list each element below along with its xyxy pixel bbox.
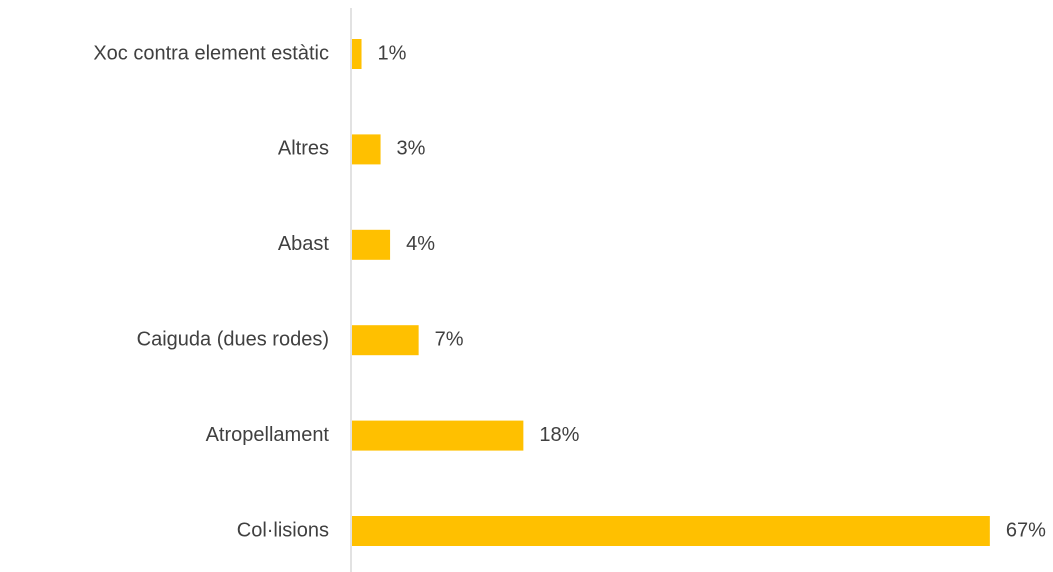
data-label: 1% [378, 42, 407, 64]
data-label: 18% [539, 424, 579, 446]
bar [352, 420, 524, 451]
bar [352, 516, 990, 546]
data-label: 4% [406, 233, 435, 255]
category-label: Abast [278, 233, 330, 255]
bar [352, 229, 391, 260]
bar [352, 134, 381, 165]
category-label: Caiguda (dues rodes) [137, 328, 329, 350]
data-label: 7% [435, 328, 464, 350]
data-label: 3% [397, 138, 426, 160]
category-label: Xoc contra element estàtic [93, 42, 329, 64]
data-label: 67% [1006, 519, 1046, 541]
category-label: Atropellament [206, 424, 330, 446]
category-label: Col·lisions [237, 519, 329, 541]
bar [352, 325, 419, 356]
category-label: Altres [278, 138, 329, 160]
bar [352, 39, 362, 69]
